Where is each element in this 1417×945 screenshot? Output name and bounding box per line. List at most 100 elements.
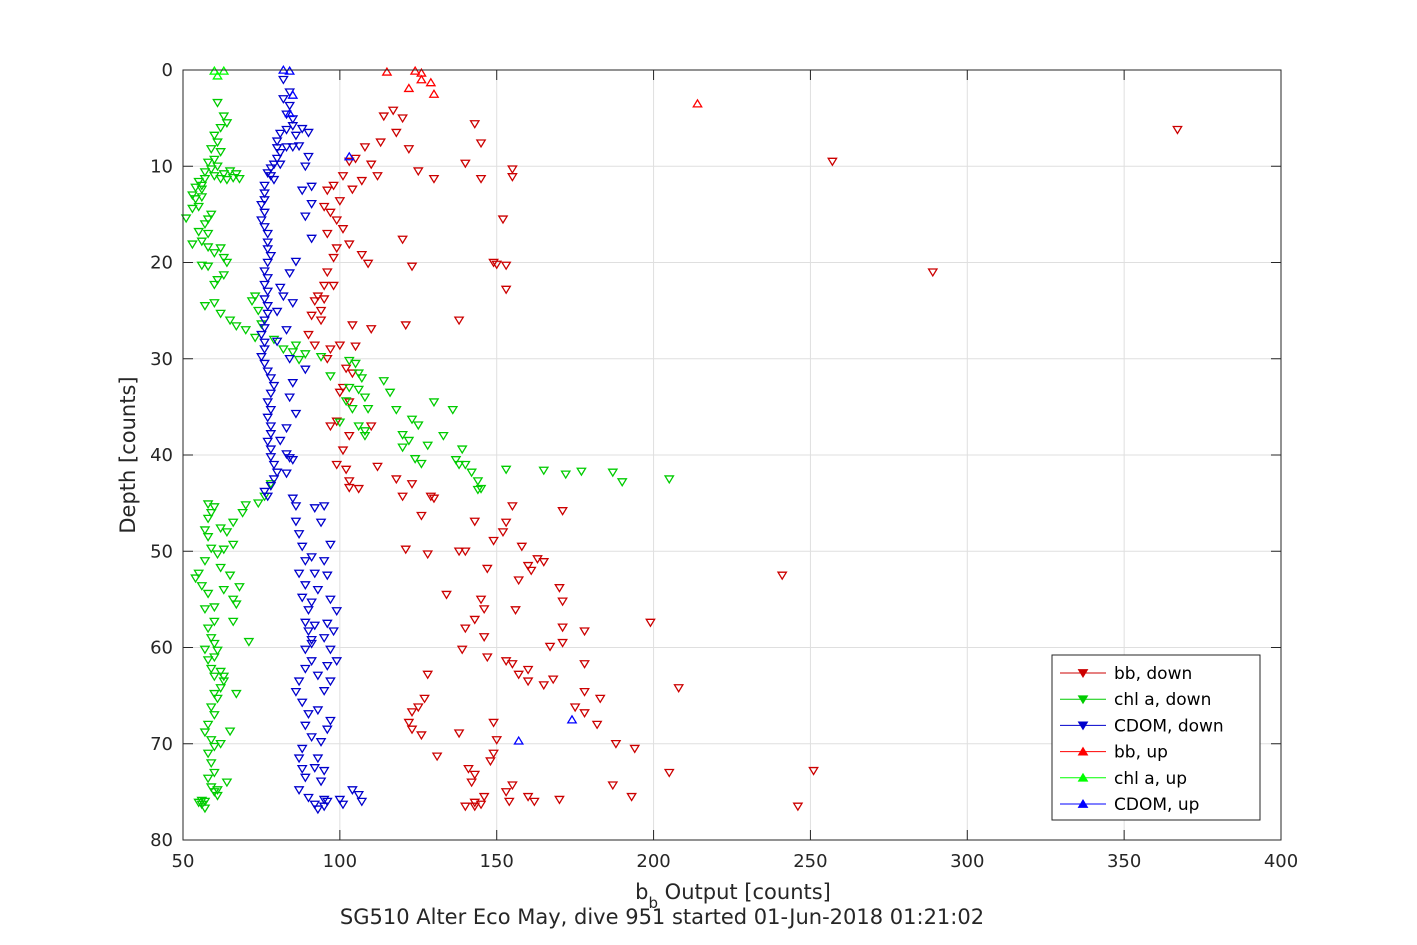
data-point [306,182,317,192]
data-point [246,297,258,307]
data-point [218,170,230,179]
data-point [554,795,565,805]
data-point [205,664,217,674]
data-point [500,285,512,295]
data-point [579,687,590,697]
data-point [230,600,242,610]
data-point [296,698,308,708]
data-point [472,477,484,487]
data-point [529,797,540,807]
data-point [262,492,274,502]
data-point [215,739,226,749]
y-tick-label: 10 [150,156,173,177]
data-point [325,677,336,687]
data-point [284,354,296,364]
data-point [331,417,343,427]
data-point [469,517,481,527]
data-point [522,561,534,571]
data-point [299,350,311,359]
data-point [218,253,230,263]
data-point [240,501,252,511]
data-point [522,665,534,675]
data-point [566,714,578,724]
data-point [299,773,311,783]
data-point [475,139,487,149]
data-point [281,469,292,479]
data-point [431,752,443,762]
data-point [293,569,305,579]
data-point [692,98,703,108]
data-point [318,795,330,805]
data-point [356,797,368,807]
data-point [400,321,412,331]
legend-label: bb, up [1114,743,1168,763]
data-point [331,657,343,667]
data-point [343,383,355,393]
data-point [205,759,217,769]
data-point [522,677,534,687]
data-point [202,774,214,784]
data-point [193,227,205,237]
data-point [356,176,368,186]
data-point [347,404,358,414]
legend-marker [1077,695,1089,705]
series-3 [381,65,703,108]
data-point [287,348,299,358]
data-point [507,660,518,669]
data-point [299,645,311,655]
data-point [268,381,280,391]
legend-item: bb, down [1060,664,1192,684]
data-point [569,703,581,713]
data-point [299,664,311,674]
data-point [196,181,208,191]
data-point [287,379,299,388]
data-point [268,335,280,345]
data-point [268,175,280,185]
data-point [485,757,496,767]
data-point [196,796,208,806]
data-point [347,786,358,795]
data-point [259,280,270,290]
data-point [488,749,499,759]
data-point [406,708,418,718]
data-point [337,446,349,456]
data-point [616,478,628,487]
legend-marker [1077,746,1089,756]
data-point [428,89,440,98]
data-point [478,633,490,642]
data-point [321,354,333,364]
data-point [538,466,550,476]
data-point [422,441,434,451]
data-point [293,786,305,795]
data-point [265,172,277,181]
data-point [591,720,603,730]
data-point [438,431,449,441]
data-point [500,465,512,475]
data-point [221,258,233,268]
data-point [271,144,283,153]
data-point [331,607,343,616]
data-point [199,557,211,566]
data-point [306,639,317,649]
data-point [190,183,201,193]
data-point [315,738,327,747]
data-point [199,804,211,814]
data-point [318,687,330,696]
data-point [378,112,390,122]
data-point [318,557,330,566]
data-point [278,292,289,302]
data-point [218,112,230,122]
data-point [331,244,343,254]
data-point [459,460,471,470]
data-point [265,453,277,462]
series-2 [256,75,368,815]
data-point [212,646,223,656]
data-point [808,766,819,776]
data-point [249,292,261,302]
data-point [209,280,220,290]
data-point [303,152,314,162]
data-point [325,345,336,355]
data-point [259,196,270,205]
data-point [278,95,289,104]
data-point [359,431,371,441]
